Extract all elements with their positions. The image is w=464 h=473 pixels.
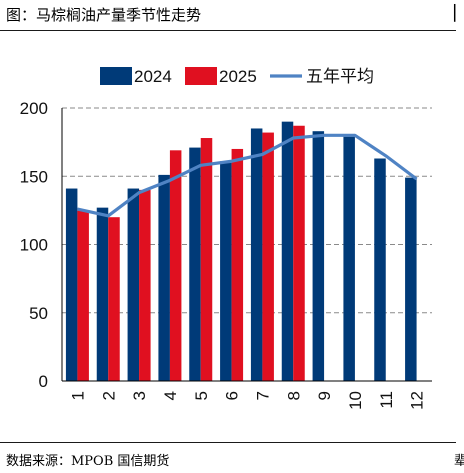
top-rule: [0, 30, 456, 31]
y-axis-labels: 0 50 100 150 200: [20, 99, 48, 391]
bar-2024: [65, 188, 78, 381]
x-tick-label: 12: [408, 391, 427, 410]
source-note: 数据来源：MPOB 国信期货: [6, 454, 170, 469]
bar-2024: [96, 207, 109, 381]
bar-2024: [158, 174, 170, 381]
legend-swatch-2024: [100, 67, 132, 85]
figure-title: 图：马棕榈油产量季节性走势: [6, 6, 202, 24]
bar-2025: [231, 148, 244, 381]
legend-label-average: 五年平均: [306, 67, 374, 86]
x-tick-label: 5: [192, 391, 211, 400]
bar-2025: [139, 189, 151, 381]
bar-2025: [77, 210, 89, 381]
x-tick-label: 2: [99, 391, 118, 400]
bottom-right-mark: 辈: [454, 454, 464, 469]
y-tick-label: 200: [20, 99, 48, 118]
gridlines: [62, 107, 432, 314]
bar-2024: [343, 136, 355, 381]
y-tick-label: 150: [20, 167, 48, 186]
x-axis-labels: 1 2 3 4 5 6 7 8 9 10 11 12: [68, 391, 426, 410]
bar-2024: [281, 121, 294, 382]
x-tick-label: 11: [377, 391, 396, 409]
legend-swatch-2025: [185, 67, 217, 85]
x-tick-label: 3: [130, 391, 149, 400]
bar-2024: [312, 131, 325, 381]
legend-label-2025: 2025: [219, 67, 257, 86]
bar-2024: [220, 161, 232, 381]
bottom-rule: [0, 442, 456, 443]
bar-2025: [108, 217, 120, 381]
x-tick-label: 9: [315, 391, 334, 400]
bar-2025: [262, 132, 274, 381]
y-tick-label: 100: [20, 236, 48, 255]
x-tick-label: 6: [223, 391, 242, 400]
bar-2024: [250, 128, 263, 381]
bar-2025: [293, 125, 305, 382]
x-tick-label: 8: [284, 391, 303, 400]
x-tick-label: 1: [68, 391, 87, 400]
bar-2024: [127, 188, 140, 381]
top-right-mark: ▏: [454, 4, 464, 22]
legend: 2024 2025 五年平均: [100, 67, 374, 86]
bar-2024: [189, 147, 201, 381]
y-tick-label: 0: [39, 372, 48, 391]
x-tick-label: 7: [253, 391, 272, 400]
y-tick-label: 50: [29, 304, 48, 323]
axes: [61, 108, 432, 382]
bar-2024: [405, 177, 417, 381]
legend-label-2024: 2024: [134, 67, 172, 86]
bar-2025: [200, 138, 213, 381]
x-tick-label: 10: [346, 391, 365, 410]
five-year-average-line: [77, 133, 418, 218]
average-line: [77, 133, 418, 218]
bar-2025: [169, 150, 182, 381]
bar-2024: [374, 158, 386, 381]
x-tick-label: 4: [161, 391, 180, 400]
bars: [65, 121, 417, 382]
